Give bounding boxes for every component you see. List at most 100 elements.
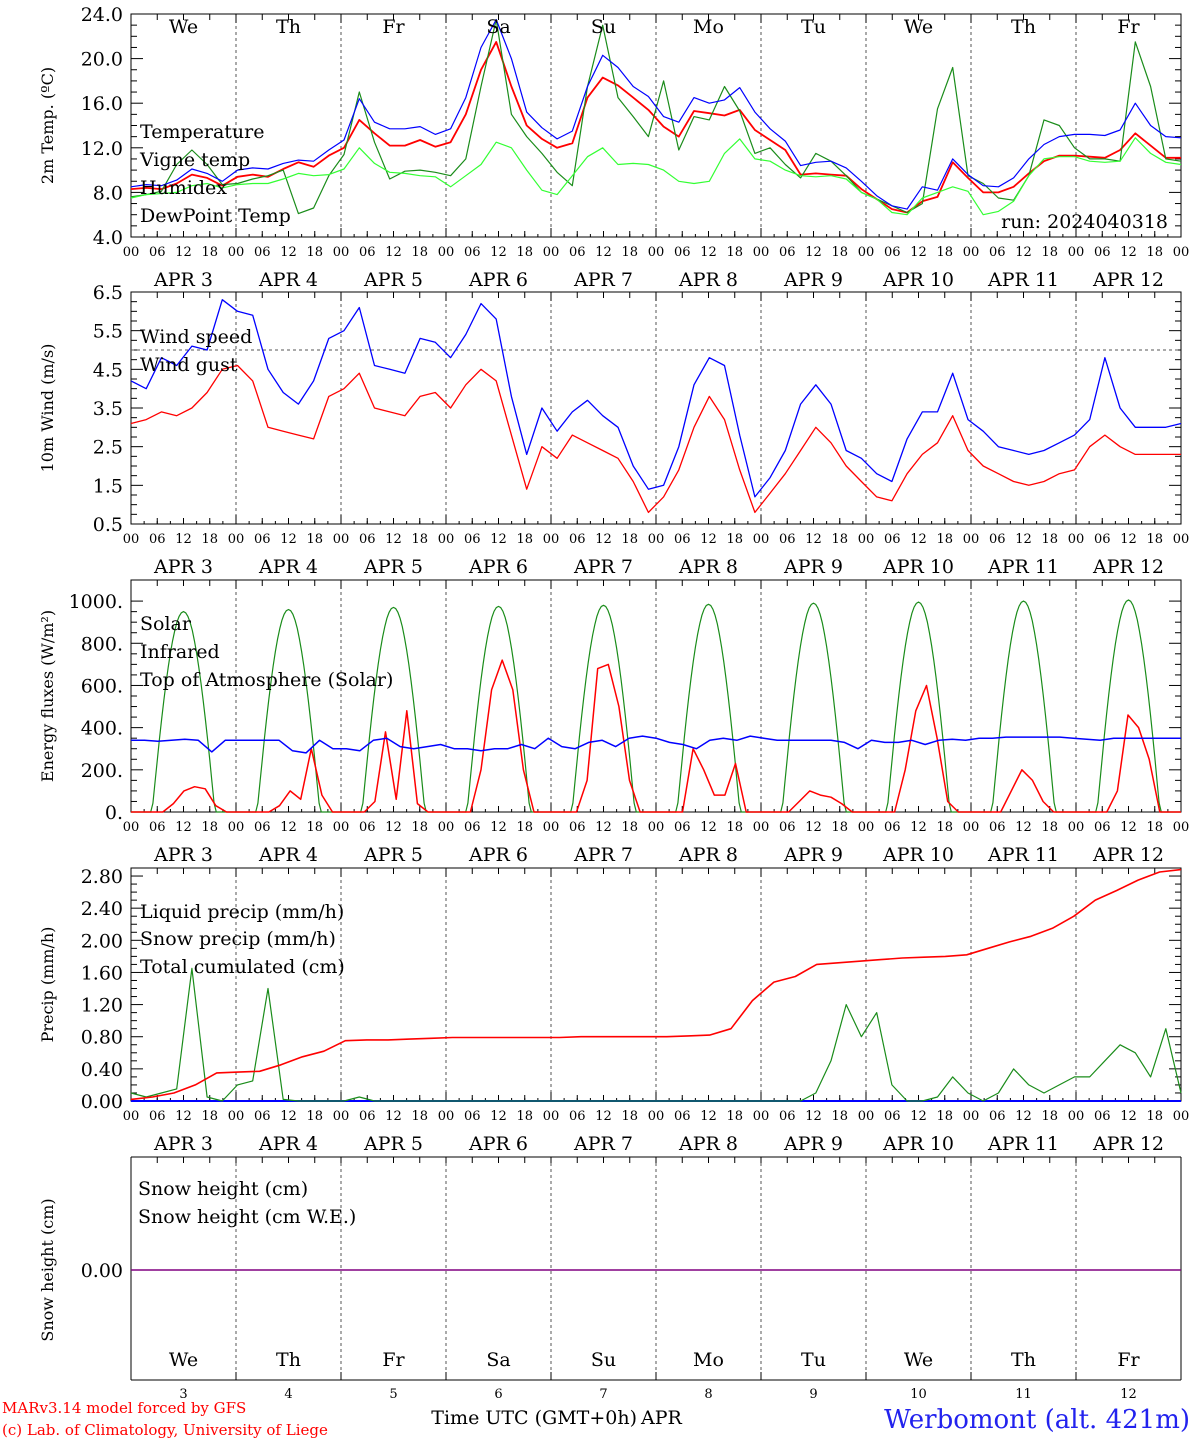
- hour-tick-label: 06: [779, 1109, 796, 1124]
- hour-tick-label: 06: [884, 820, 901, 835]
- hour-tick-label: 18: [621, 245, 638, 260]
- day-date-label: APR 10: [882, 1133, 954, 1155]
- hour-tick-label: 00: [333, 532, 350, 547]
- hour-tick-label: 18: [1041, 245, 1058, 260]
- hour-tick-label: 12: [175, 1109, 192, 1124]
- day-date-label: APR 4: [258, 1133, 318, 1155]
- legend-entry: Wind gust: [140, 354, 238, 376]
- hour-tick-label: 06: [569, 532, 586, 547]
- hour-tick-label: 18: [306, 820, 323, 835]
- hour-tick-label: 06: [569, 1109, 586, 1124]
- legend-entry: Liquid precip (mm/h): [140, 901, 344, 923]
- hour-tick-label: 00: [648, 532, 665, 547]
- hour-tick-label: 12: [490, 245, 507, 260]
- hour-tick-label: 18: [621, 820, 638, 835]
- day-date-label: APR 12: [1092, 844, 1164, 866]
- hour-tick-label: 12: [700, 245, 717, 260]
- hour-tick-label: 00: [753, 245, 770, 260]
- hour-tick-label: 12: [385, 245, 402, 260]
- hour-tick-label: 06: [254, 245, 271, 260]
- bottom-day-number: 7: [599, 1387, 607, 1402]
- day-date-label: APR 7: [573, 269, 633, 291]
- bottom-day-name: Su: [591, 1349, 616, 1371]
- hour-tick-label: 00: [1173, 532, 1190, 547]
- hour-tick-label: 06: [359, 245, 376, 260]
- hour-tick-label: 00: [648, 245, 665, 260]
- hour-tick-label: 18: [1146, 532, 1163, 547]
- panel-frame-0: [130, 13, 1182, 238]
- hour-tick-label: 12: [910, 820, 927, 835]
- hour-tick-label: 12: [1120, 820, 1137, 835]
- bottom-day-name: Fr: [1117, 1349, 1140, 1371]
- hour-tick-label: 06: [989, 245, 1006, 260]
- hour-tick-label: 00: [333, 1109, 350, 1124]
- hour-tick-label: 06: [569, 245, 586, 260]
- hour-tick-label: 00: [228, 245, 245, 260]
- hour-tick-label: 18: [1041, 1109, 1058, 1124]
- hour-tick-label: 00: [1173, 820, 1190, 835]
- hour-tick-label: 12: [910, 1109, 927, 1124]
- day-date-label: APR 7: [573, 556, 633, 578]
- hour-tick-label: 18: [831, 245, 848, 260]
- day-date-label: APR 8: [678, 1133, 738, 1155]
- hour-tick-label: 06: [254, 1109, 271, 1124]
- hour-tick-label: 00: [753, 1109, 770, 1124]
- hour-tick-label: 12: [1015, 245, 1032, 260]
- hour-tick-label: 12: [385, 532, 402, 547]
- y-axis-title: Snow height (cm): [38, 1198, 57, 1341]
- hour-tick-label: 00: [543, 1109, 560, 1124]
- hour-tick-label: 12: [700, 1109, 717, 1124]
- y-tick-label: 4.5: [93, 359, 123, 381]
- hour-tick-label: 12: [1015, 532, 1032, 547]
- hour-tick-label: 06: [989, 532, 1006, 547]
- hour-tick-label: 06: [674, 1109, 691, 1124]
- series-line-liquid-precip: [130, 967, 1182, 1102]
- legend-entry: DewPoint Temp: [140, 205, 291, 227]
- hour-tick-label: 00: [543, 820, 560, 835]
- hour-tick-label: 00: [753, 532, 770, 547]
- hour-tick-label: 12: [805, 532, 822, 547]
- day-name-label: We: [904, 16, 933, 38]
- y-tick-label: 1.5: [93, 475, 123, 497]
- bottom-day-name: Th: [1011, 1349, 1036, 1371]
- credit-line-2: (c) Lab. of Climatology, University of L…: [2, 1421, 328, 1439]
- hour-tick-label: 06: [1094, 1109, 1111, 1124]
- bottom-day-number: 6: [494, 1387, 502, 1402]
- hour-tick-label: 00: [648, 1109, 665, 1124]
- hour-tick-label: 00: [228, 820, 245, 835]
- hour-tick-label: 18: [201, 820, 218, 835]
- legend-entry: Temperature: [140, 121, 264, 143]
- bottom-day-name: We: [169, 1349, 198, 1371]
- legend-entry: Snow precip (mm/h): [140, 928, 336, 950]
- bottom-day-number: 10: [910, 1387, 927, 1402]
- hour-tick-label: 06: [464, 1109, 481, 1124]
- legend-entry: Top of Atmosphere (Solar): [140, 669, 393, 691]
- hour-tick-label: 18: [201, 245, 218, 260]
- hour-tick-label: 06: [884, 1109, 901, 1124]
- bottom-day-name: Sa: [486, 1349, 510, 1371]
- hour-tick-label: 06: [989, 1109, 1006, 1124]
- hour-tick-label: 00: [753, 820, 770, 835]
- hour-tick-label: 18: [936, 532, 953, 547]
- hour-tick-label: 00: [1173, 1109, 1190, 1124]
- day-date-label: APR 9: [783, 556, 843, 578]
- day-date-label: APR 10: [882, 556, 954, 578]
- hour-tick-label: 00: [963, 1109, 980, 1124]
- series-line-dewpoint-temp: [130, 137, 1182, 216]
- y-tick-label: 0.00: [81, 1091, 123, 1113]
- hour-tick-label: 06: [1094, 820, 1111, 835]
- day-name-label: Th: [1011, 16, 1036, 38]
- bottom-day-number: 11: [1015, 1387, 1032, 1402]
- series-line-infrared: [131, 735, 1181, 754]
- day-date-label: APR 9: [783, 844, 843, 866]
- hour-tick-label: 06: [359, 1109, 376, 1124]
- hour-tick-label: 06: [674, 532, 691, 547]
- day-date-label: APR 8: [678, 844, 738, 866]
- hour-tick-label: 18: [306, 1109, 323, 1124]
- day-date-label: APR 11: [987, 1133, 1059, 1155]
- day-date-label: APR 7: [573, 1133, 633, 1155]
- day-name-label: We: [169, 16, 198, 38]
- credit-line-1: MARv3.14 model forced by GFS: [2, 1399, 246, 1417]
- hour-tick-label: 00: [123, 245, 140, 260]
- day-date-label: APR 3: [153, 1133, 213, 1155]
